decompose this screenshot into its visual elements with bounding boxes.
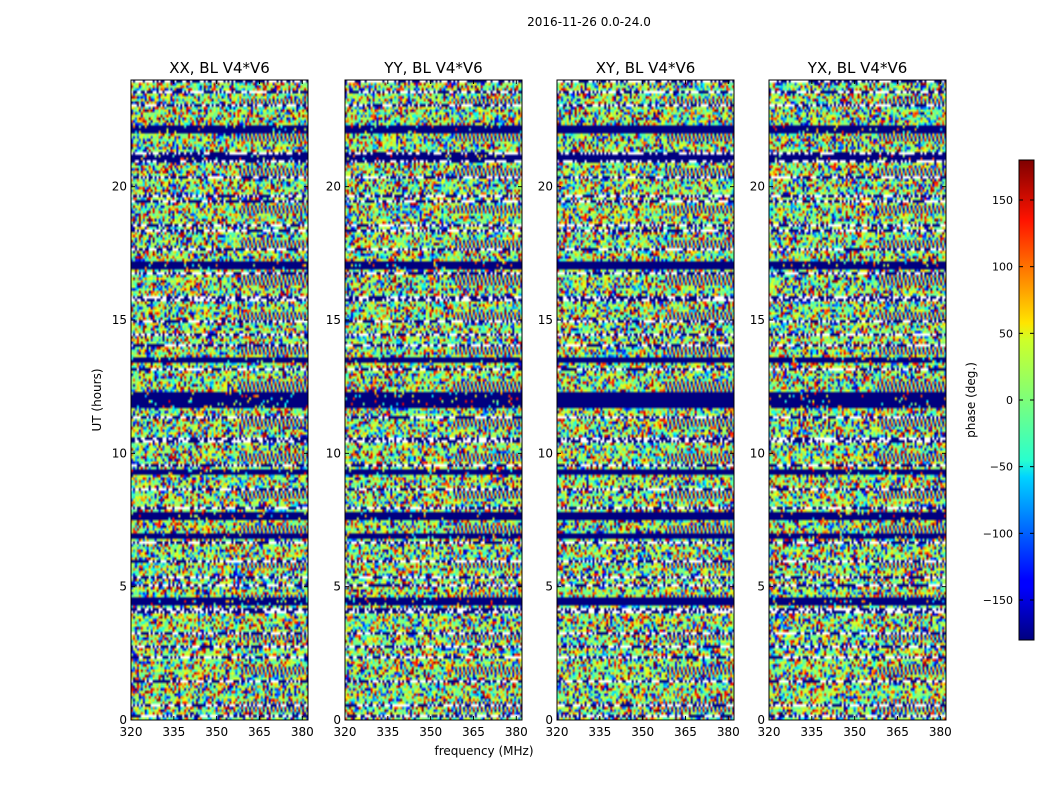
x-tick-label: 335 [376,725,399,739]
y-tick-label: 10 [112,446,127,460]
x-tick-label: 335 [588,725,611,739]
colorbar-tick-label: −100 [983,527,1013,540]
y-tick-label: 5 [757,580,765,594]
y-tick-label: 10 [538,446,553,460]
x-tick-label: 350 [419,725,442,739]
x-tick-label: 380 [505,725,528,739]
panel-yy-title: YY, BL V4*V6 [383,59,482,77]
colorbar-tick-label: 50 [999,327,1013,340]
y-tick-label: 0 [119,713,127,727]
x-tick-label: 350 [843,725,866,739]
panel-yx-title: YX, BL V4*V6 [807,59,908,77]
y-tick-label: 10 [750,446,765,460]
colorbar-tick-label: −150 [983,594,1013,607]
y-tick-label: 15 [112,313,127,327]
panel-yx-heatmap [769,80,946,720]
x-tick-label: 380 [929,725,952,739]
y-tick-label: 15 [750,313,765,327]
figure-suptitle: 2016-11-26 0.0-24.0 [527,15,651,29]
y-tick-label: 5 [119,580,127,594]
x-tick-label: 320 [120,725,143,739]
x-tick-label: 380 [291,725,314,739]
panel-yy-heatmap [345,80,522,720]
x-tick-label: 320 [546,725,569,739]
y-tick-label: 0 [757,713,765,727]
colorbar-label: phase (deg.) [964,362,978,438]
colorbar: 150 100 50 0 −50 −100 −150 phase (deg.) [964,159,1035,641]
x-axis-label: frequency (MHz) [434,744,533,758]
y-axis-label: UT (hours) [90,368,104,431]
panel-yy: YY, BL V4*V6 320 335 350 365 380 0 5 10 15 20 [326,59,528,739]
y-tick-label: 15 [538,313,553,327]
x-tick-label: 365 [462,725,485,739]
colorbar-tick-label: 0 [1006,394,1013,407]
panel-xy-title: XY, BL V4*V6 [596,59,696,77]
colorbar-tick-label: 150 [992,194,1013,207]
x-tick-label: 335 [162,725,185,739]
x-tick-label: 335 [800,725,823,739]
x-tick-label: 320 [758,725,781,739]
x-tick-label: 350 [205,725,228,739]
y-tick-label: 0 [333,713,341,727]
y-tick-label: 10 [326,446,341,460]
x-tick-label: 365 [248,725,271,739]
x-tick-label: 350 [631,725,654,739]
y-tick-label: 20 [112,180,127,194]
y-tick-label: 20 [538,180,553,194]
x-tick-label: 380 [717,725,740,739]
y-tick-label: 15 [326,313,341,327]
panel-yx-frame [768,79,947,721]
colorbar-tick-label: −50 [990,461,1013,474]
panel-xy-heatmap [557,80,734,720]
panel-xx-heatmap [131,80,308,720]
y-tick-label: 20 [326,180,341,194]
panel-yx: YX, BL V4*V6 320 335 350 365 380 0 5 10 15 20 [750,59,952,739]
y-tick-label: 0 [545,713,553,727]
y-tick-label: 5 [545,580,553,594]
x-tick-label: 365 [886,725,909,739]
x-tick-label: 365 [674,725,697,739]
panel-xx-frame [130,79,309,721]
panel-xx: XX, BL V4*V6 320 335 350 365 380 0 5 10 15 20 [112,59,314,739]
colorbar-ticks: 150 100 50 0 −50 −100 −150 [983,194,1034,607]
colorbar-tick-label: 100 [992,261,1013,274]
panel-xy-frame [556,79,735,721]
panel-yy-frame [344,79,523,721]
x-tick-label: 320 [334,725,357,739]
panel-xy: XY, BL V4*V6 320 335 350 365 380 0 5 10 15 20 [538,59,740,739]
y-tick-label: 5 [333,580,341,594]
panel-xx-title: XX, BL V4*V6 [169,59,270,77]
y-tick-label: 20 [750,180,765,194]
